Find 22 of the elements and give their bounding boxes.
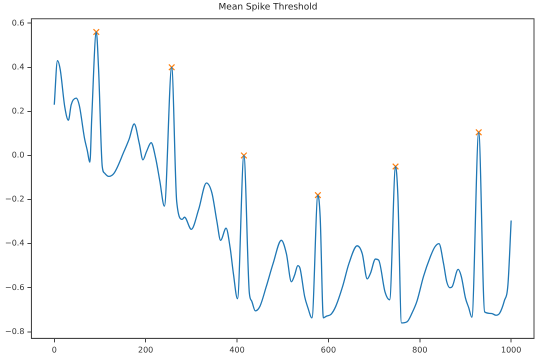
y-tick-label: −0.6 <box>4 282 24 292</box>
line-series <box>54 31 512 324</box>
y-tick-label: −0.2 <box>4 194 24 204</box>
y-tick-label: −0.8 <box>4 326 24 336</box>
point <box>168 64 176 71</box>
point <box>392 163 399 170</box>
point <box>240 152 248 159</box>
y-tick-label: 0.6 <box>12 18 24 28</box>
x-tick-label: 0 <box>52 345 57 354</box>
y-tick-label: 0.4 <box>12 62 24 72</box>
x-tick-label: 600 <box>320 345 336 354</box>
x-tick-label: 400 <box>229 345 245 354</box>
point <box>475 128 482 136</box>
y-tick-label: 0.0 <box>12 150 24 160</box>
x-tick-label: 800 <box>412 345 428 354</box>
chart-title: Mean Spike Threshold <box>218 2 318 13</box>
x-tick-label: 1000 <box>500 345 522 354</box>
point <box>314 192 322 199</box>
x-tick-label: 200 <box>138 345 154 354</box>
y-tick-label: −0.4 <box>4 238 24 248</box>
y-tick-label: 0.2 <box>12 106 24 116</box>
point <box>92 28 100 36</box>
